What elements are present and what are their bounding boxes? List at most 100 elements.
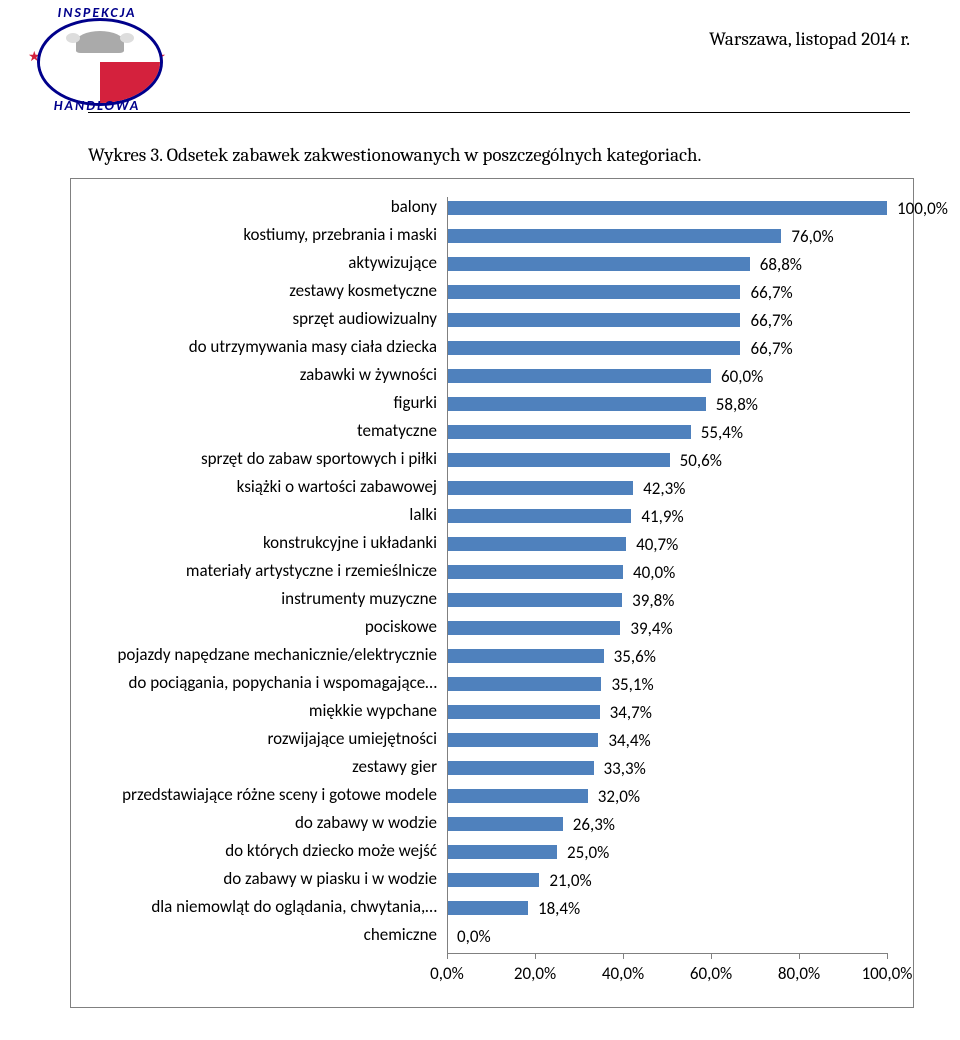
chart-row: rozwijające umiejętności34,4% (447, 729, 887, 757)
bar (447, 229, 781, 243)
value-label: 66,7% (750, 310, 792, 331)
bar (447, 649, 604, 663)
bar (447, 397, 706, 411)
bar (447, 733, 598, 747)
category-label: zestawy gier (67, 757, 437, 777)
x-tick-label: 80,0% (778, 963, 820, 984)
bar (447, 873, 539, 887)
chart-row: kostiumy, przebrania i maski76,0% (447, 225, 887, 253)
chart-row: do utrzymywania masy ciała dziecka66,7% (447, 337, 887, 365)
value-label: 66,7% (750, 282, 792, 303)
x-tick (447, 953, 448, 959)
x-axis-line (447, 953, 887, 954)
category-label: do których dziecko może wejść (67, 841, 437, 861)
bar (447, 593, 622, 607)
value-label: 0,0% (457, 926, 491, 947)
bar (447, 369, 711, 383)
chart-row: sprzęt audiowizualny66,7% (447, 309, 887, 337)
category-label: konstrukcyjne i układanki (67, 533, 437, 553)
value-label: 55,4% (701, 422, 743, 443)
logo: INSPEKCJA ★ ★ HANDLOWA (32, 8, 162, 110)
category-label: miękkie wypchane (67, 701, 437, 721)
category-label: zestawy kosmetyczne (67, 281, 437, 301)
category-label: książki o wartości zabawowej (67, 477, 437, 497)
value-label: 35,6% (614, 646, 656, 667)
chart-row: sprzęt do zabaw sportowych i piłki50,6% (447, 449, 887, 477)
category-label: sprzęt do zabaw sportowych i piłki (67, 449, 437, 469)
category-label: instrumenty muzyczne (67, 589, 437, 609)
bar (447, 817, 563, 831)
value-label: 33,3% (604, 758, 646, 779)
value-label: 25,0% (567, 842, 609, 863)
value-label: 35,1% (611, 674, 653, 695)
chart-row: figurki58,8% (447, 393, 887, 421)
x-tick-label: 100,0% (862, 963, 913, 984)
category-label: pojazdy napędzane mechanicznie/elektrycz… (67, 645, 437, 665)
value-label: 41,9% (641, 506, 683, 527)
category-label: sprzęt audiowizualny (67, 309, 437, 329)
chart-row: lalki41,9% (447, 505, 887, 533)
chart-row: balony100,0% (447, 197, 887, 225)
header-date: Warszawa, listopad 2014 r. (709, 28, 910, 50)
category-label: przedstawiające różne sceny i gotowe mod… (67, 785, 437, 805)
value-label: 50,6% (680, 450, 722, 471)
chart-row: pojazdy napędzane mechanicznie/elektrycz… (447, 645, 887, 673)
bar (447, 565, 623, 579)
bar (447, 285, 740, 299)
bar (447, 537, 626, 551)
chart-row: miękkie wypchane34,7% (447, 701, 887, 729)
bar (447, 621, 620, 635)
bar (447, 481, 633, 495)
bar (447, 761, 594, 775)
value-label: 34,7% (610, 702, 652, 723)
value-label: 42,3% (643, 478, 685, 499)
category-label: materiały artystyczne i rzemieślnicze (67, 561, 437, 581)
bar (447, 313, 740, 327)
value-label: 100,0% (897, 198, 948, 219)
category-label: rozwijające umiejętności (67, 729, 437, 749)
category-label: do zabawy w wodzie (67, 813, 437, 833)
chart-row: do zabawy w wodzie26,3% (447, 813, 887, 841)
chart-row: dla niemowląt do oglądania, chwytania,…1… (447, 897, 887, 925)
bar (447, 341, 740, 355)
x-tick-label: 40,0% (602, 963, 644, 984)
x-tick (535, 953, 536, 959)
category-label: figurki (67, 393, 437, 413)
value-label: 76,0% (791, 226, 833, 247)
chart-row: do pociągania, popychania i wspomagające… (447, 673, 887, 701)
bar (447, 845, 557, 859)
value-label: 18,4% (538, 898, 580, 919)
plot-area: balony100,0%kostiumy, przebrania i maski… (447, 197, 887, 953)
value-label: 68,8% (760, 254, 802, 275)
x-tick (711, 953, 712, 959)
category-label: balony (67, 197, 437, 217)
chart-caption: Wykres 3. Odsetek zabawek zakwestionowan… (88, 144, 701, 166)
x-tick-label: 60,0% (690, 963, 732, 984)
value-label: 39,4% (630, 618, 672, 639)
category-label: zabawki w żywności (67, 365, 437, 385)
bar (447, 257, 750, 271)
chart-row: aktywizujące68,8% (447, 253, 887, 281)
category-label: do pociągania, popychania i wspomagające… (67, 673, 437, 693)
category-label: dla niemowląt do oglądania, chwytania,… (67, 897, 437, 917)
value-label: 34,4% (608, 730, 650, 751)
chart-row: tematyczne55,4% (447, 421, 887, 449)
category-label: do utrzymywania masy ciała dziecka (67, 337, 437, 357)
value-label: 40,7% (636, 534, 678, 555)
chart-row: materiały artystyczne i rzemieślnicze40,… (447, 561, 887, 589)
category-label: aktywizujące (67, 253, 437, 273)
value-label: 60,0% (721, 366, 763, 387)
bar (447, 425, 691, 439)
category-label: kostiumy, przebrania i maski (67, 225, 437, 245)
bar (447, 201, 887, 215)
chart-row: do zabawy w piasku i w wodzie21,0% (447, 869, 887, 897)
value-label: 66,7% (750, 338, 792, 359)
category-label: lalki (67, 505, 437, 525)
chart-row: zestawy gier33,3% (447, 757, 887, 785)
logo-emblem (40, 21, 160, 62)
bar (447, 509, 631, 523)
value-label: 39,8% (632, 590, 674, 611)
bar (447, 453, 670, 467)
x-tick (623, 953, 624, 959)
y-axis-line (447, 197, 448, 953)
